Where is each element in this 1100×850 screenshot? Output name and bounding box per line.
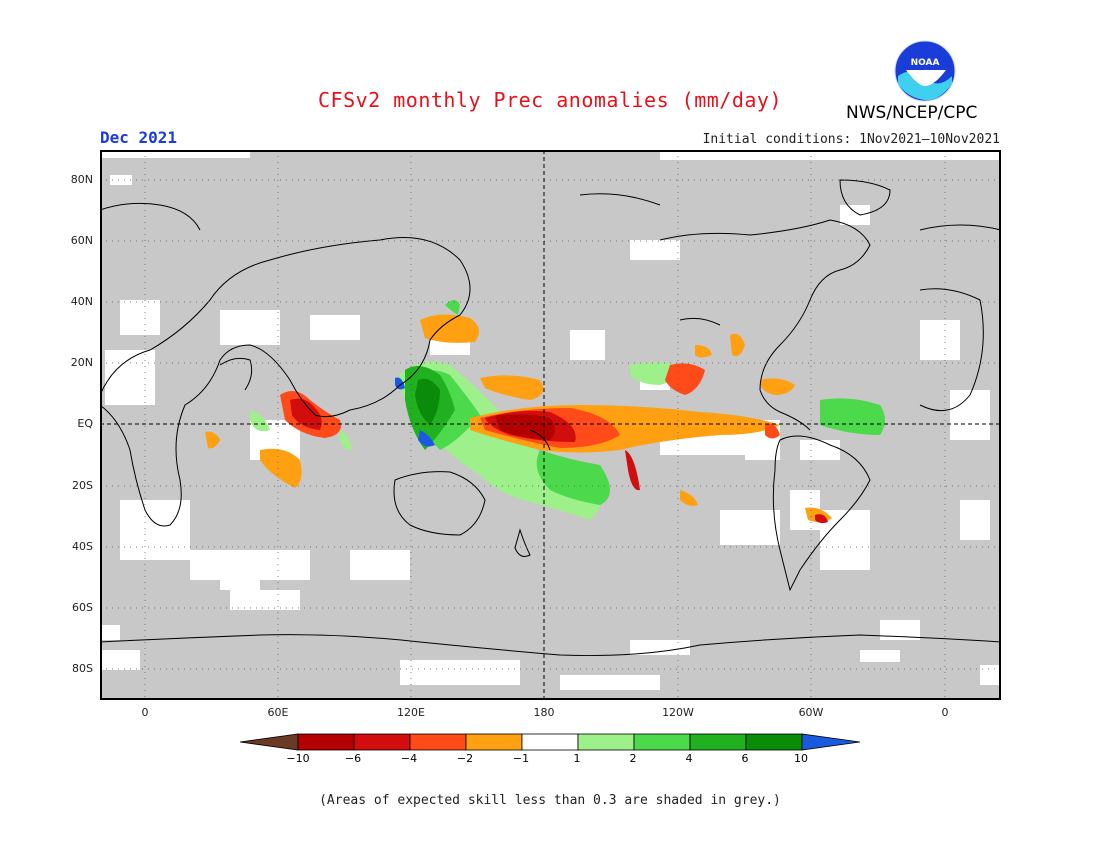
colorbar-segment (689, 733, 747, 751)
reference-lines (100, 150, 1001, 700)
colorbar-segment (297, 733, 355, 751)
agency-label: NWS/NCEP/CPC (846, 103, 978, 123)
map-panel (100, 150, 1001, 700)
coastlines (100, 179, 1001, 657)
grid-lines (100, 150, 1001, 700)
lat-label: 40S (72, 540, 93, 553)
longitude-labels: 0 60E 120E 180 120W 60W 0 (100, 706, 1001, 722)
lon-label: 0 (941, 706, 949, 719)
colorbar-tick-label: −10 (286, 752, 310, 765)
lat-label: 80S (72, 662, 93, 675)
colorbar-tick-label: 4 (685, 752, 693, 765)
colorbar-segment (465, 733, 523, 751)
lat-label: 60N (70, 234, 93, 247)
lon-label: 0 (141, 706, 149, 719)
colorbar-segment (521, 733, 579, 751)
lat-label: 20N (70, 356, 93, 369)
noaa-logo: NOAA (894, 40, 956, 102)
skill-footnote: (Areas of expected skill less than 0.3 a… (319, 793, 781, 808)
initial-conditions: Initial conditions: 1Nov2021—10Nov2021 (702, 132, 1000, 147)
forecast-month: Dec 2021 (100, 128, 178, 147)
colorbar-tick-label: 1 (573, 752, 581, 765)
lat-label: 80N (70, 173, 93, 186)
colorbar-segment (409, 733, 467, 751)
colorbar-segment (633, 733, 691, 751)
negative-anomalies (205, 314, 832, 524)
colorbar-tick-label: 10 (794, 752, 808, 765)
colorbar-left-arrow (239, 733, 299, 751)
colorbar-segment (353, 733, 411, 751)
colorbar-tick-label: −1 (512, 752, 530, 765)
lat-label: 40N (70, 295, 93, 308)
colorbar-segment (577, 733, 635, 751)
lon-label: 120E (397, 706, 425, 719)
colorbar (239, 733, 861, 751)
colorbar-tick-label: 6 (741, 752, 749, 765)
svg-text:NOAA: NOAA (911, 58, 940, 68)
lon-label: 60E (267, 706, 289, 719)
latitude-labels: 80N 60N 40N 20N EQ 20S 40S 60S 80S (53, 150, 93, 700)
colorbar-tick-label: 2 (629, 752, 637, 765)
lat-label: 20S (72, 479, 93, 492)
colorbar-tick-label: −6 (344, 752, 362, 765)
positive-anomalies (250, 300, 885, 520)
lon-label: 60W (798, 706, 824, 719)
map-title: CFSv2 monthly Prec anomalies (mm/day) (317, 88, 783, 112)
colorbar-labels: −10 −6 −4 −2 −1 1 2 4 6 10 (240, 752, 860, 766)
map-frame (100, 150, 1001, 700)
lat-label: 60S (72, 601, 93, 614)
colorbar-segment (745, 733, 803, 751)
lon-label: 120W (662, 706, 694, 719)
white-patches (100, 150, 1001, 690)
colorbar-right-arrow (801, 733, 861, 751)
colorbar-tick-label: −4 (400, 752, 418, 765)
lat-label: EQ (77, 417, 93, 430)
lon-label: 180 (533, 706, 555, 719)
colorbar-tick-label: −2 (456, 752, 474, 765)
